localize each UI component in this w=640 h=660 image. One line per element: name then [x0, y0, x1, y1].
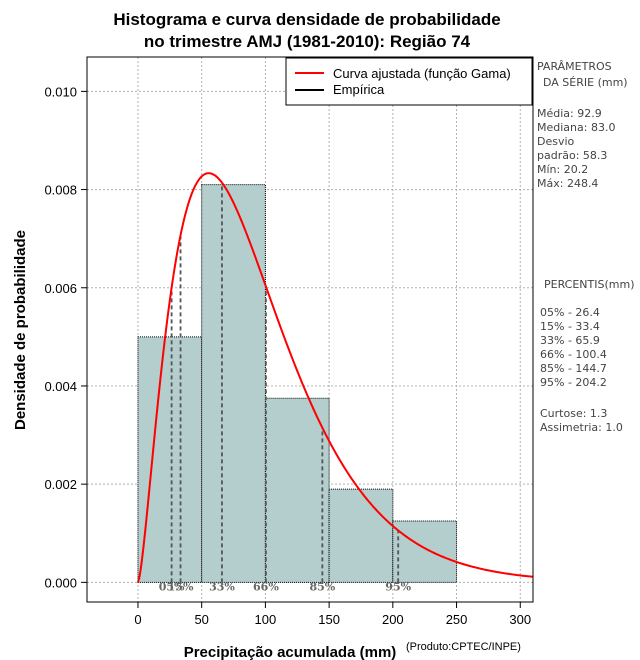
- x-tick-label: 300: [509, 612, 531, 627]
- chart-title-line-2: no trimestre AMJ (1981-2010): Região 74: [144, 32, 471, 51]
- stat-median: Mediana: 83.0: [537, 121, 615, 134]
- x-axis-title: Precipitação acumulada (mm): [184, 644, 397, 660]
- percentile-lines: [170, 182, 400, 583]
- chart-title-line-1: Histograma e curva densidade de probabil…: [113, 10, 500, 29]
- stat-kurtosis: Curtose: 1.3: [540, 407, 607, 420]
- histogram-bars: [137, 184, 458, 583]
- histogram-bar: [137, 336, 203, 583]
- x-tick-label: 200: [382, 612, 404, 627]
- stat-max: Máx: 248.4: [537, 177, 598, 190]
- x-tick-label: 50: [194, 612, 208, 627]
- percentile-label: 66%: [253, 580, 279, 593]
- legend-box: [285, 57, 533, 106]
- histogram-bar: [392, 520, 458, 583]
- y-tick-label: 0.006: [44, 281, 77, 296]
- percentile-label: 33%: [209, 580, 235, 593]
- stat-skewness: Assimetria: 1.0: [540, 421, 623, 434]
- stat-stddev-label: Desvio: [537, 135, 575, 148]
- stat-min: Mín: 20.2: [537, 163, 588, 176]
- percentil-66: 66% - 100.4: [540, 348, 607, 361]
- stat-mean: Média: 92.9: [537, 107, 602, 120]
- axes: 0 50 100 150 200 250 300 0.000 0.002 0.004 0.006 0.…: [44, 84, 531, 627]
- legend-label-fit: Curva ajustada (função Gama): [333, 66, 511, 81]
- legend-label-empirical: Empírica: [333, 82, 385, 97]
- x-tick-label: 250: [446, 612, 468, 627]
- percentil-05: 05% - 26.4: [540, 306, 600, 319]
- percentile-label: 15%: [168, 580, 194, 593]
- params-title-line-1: PARÂMETROS: [537, 60, 612, 73]
- percentile-label: 85%: [309, 580, 335, 593]
- percentil-33: 33% - 65.9: [540, 334, 600, 347]
- x-tick-label: 100: [255, 612, 277, 627]
- side-panel: PARÂMETROS DA SÉRIE (mm) Média: 92.9 Med…: [537, 60, 635, 434]
- gamma-curve: [137, 172, 534, 583]
- y-tick-label: 0.000: [44, 575, 77, 590]
- histogram-bar: [328, 488, 394, 583]
- percentil-15: 15% - 33.4: [540, 320, 600, 333]
- percentile-label: 95%: [385, 580, 411, 593]
- percentile-labels: 05%15% 33% 66% 85% 95%: [159, 580, 412, 593]
- percentil-85: 85% - 144.7: [540, 362, 607, 375]
- percentil-95: 95% - 204.2: [540, 376, 607, 389]
- y-tick-label: 0.008: [44, 183, 77, 198]
- percentile-label: 05%: [159, 580, 185, 593]
- product-credit: (Produto:CPTEC/INPE): [406, 641, 521, 653]
- legend: Curva ajustada (função Gama) Empírica: [285, 57, 533, 106]
- y-tick-label: 0.004: [44, 379, 77, 394]
- y-tick-label: 0.010: [44, 84, 77, 99]
- params-title-line-2: DA SÉRIE (mm): [543, 76, 628, 89]
- plot-frame: [86, 56, 534, 603]
- y-axis-title: Densidade de probabilidade: [12, 230, 29, 430]
- percentis-title: PERCENTIS(mm): [544, 278, 635, 291]
- stat-stddev-value: padrão: 58.3: [537, 149, 607, 162]
- histogram-bar: [264, 397, 330, 583]
- x-tick-label: 0: [134, 612, 141, 627]
- histogram-bar: [201, 184, 266, 583]
- gamma-curve-layer: [137, 172, 534, 583]
- x-tick-label: 150: [318, 612, 340, 627]
- y-tick-label: 0.002: [44, 477, 77, 492]
